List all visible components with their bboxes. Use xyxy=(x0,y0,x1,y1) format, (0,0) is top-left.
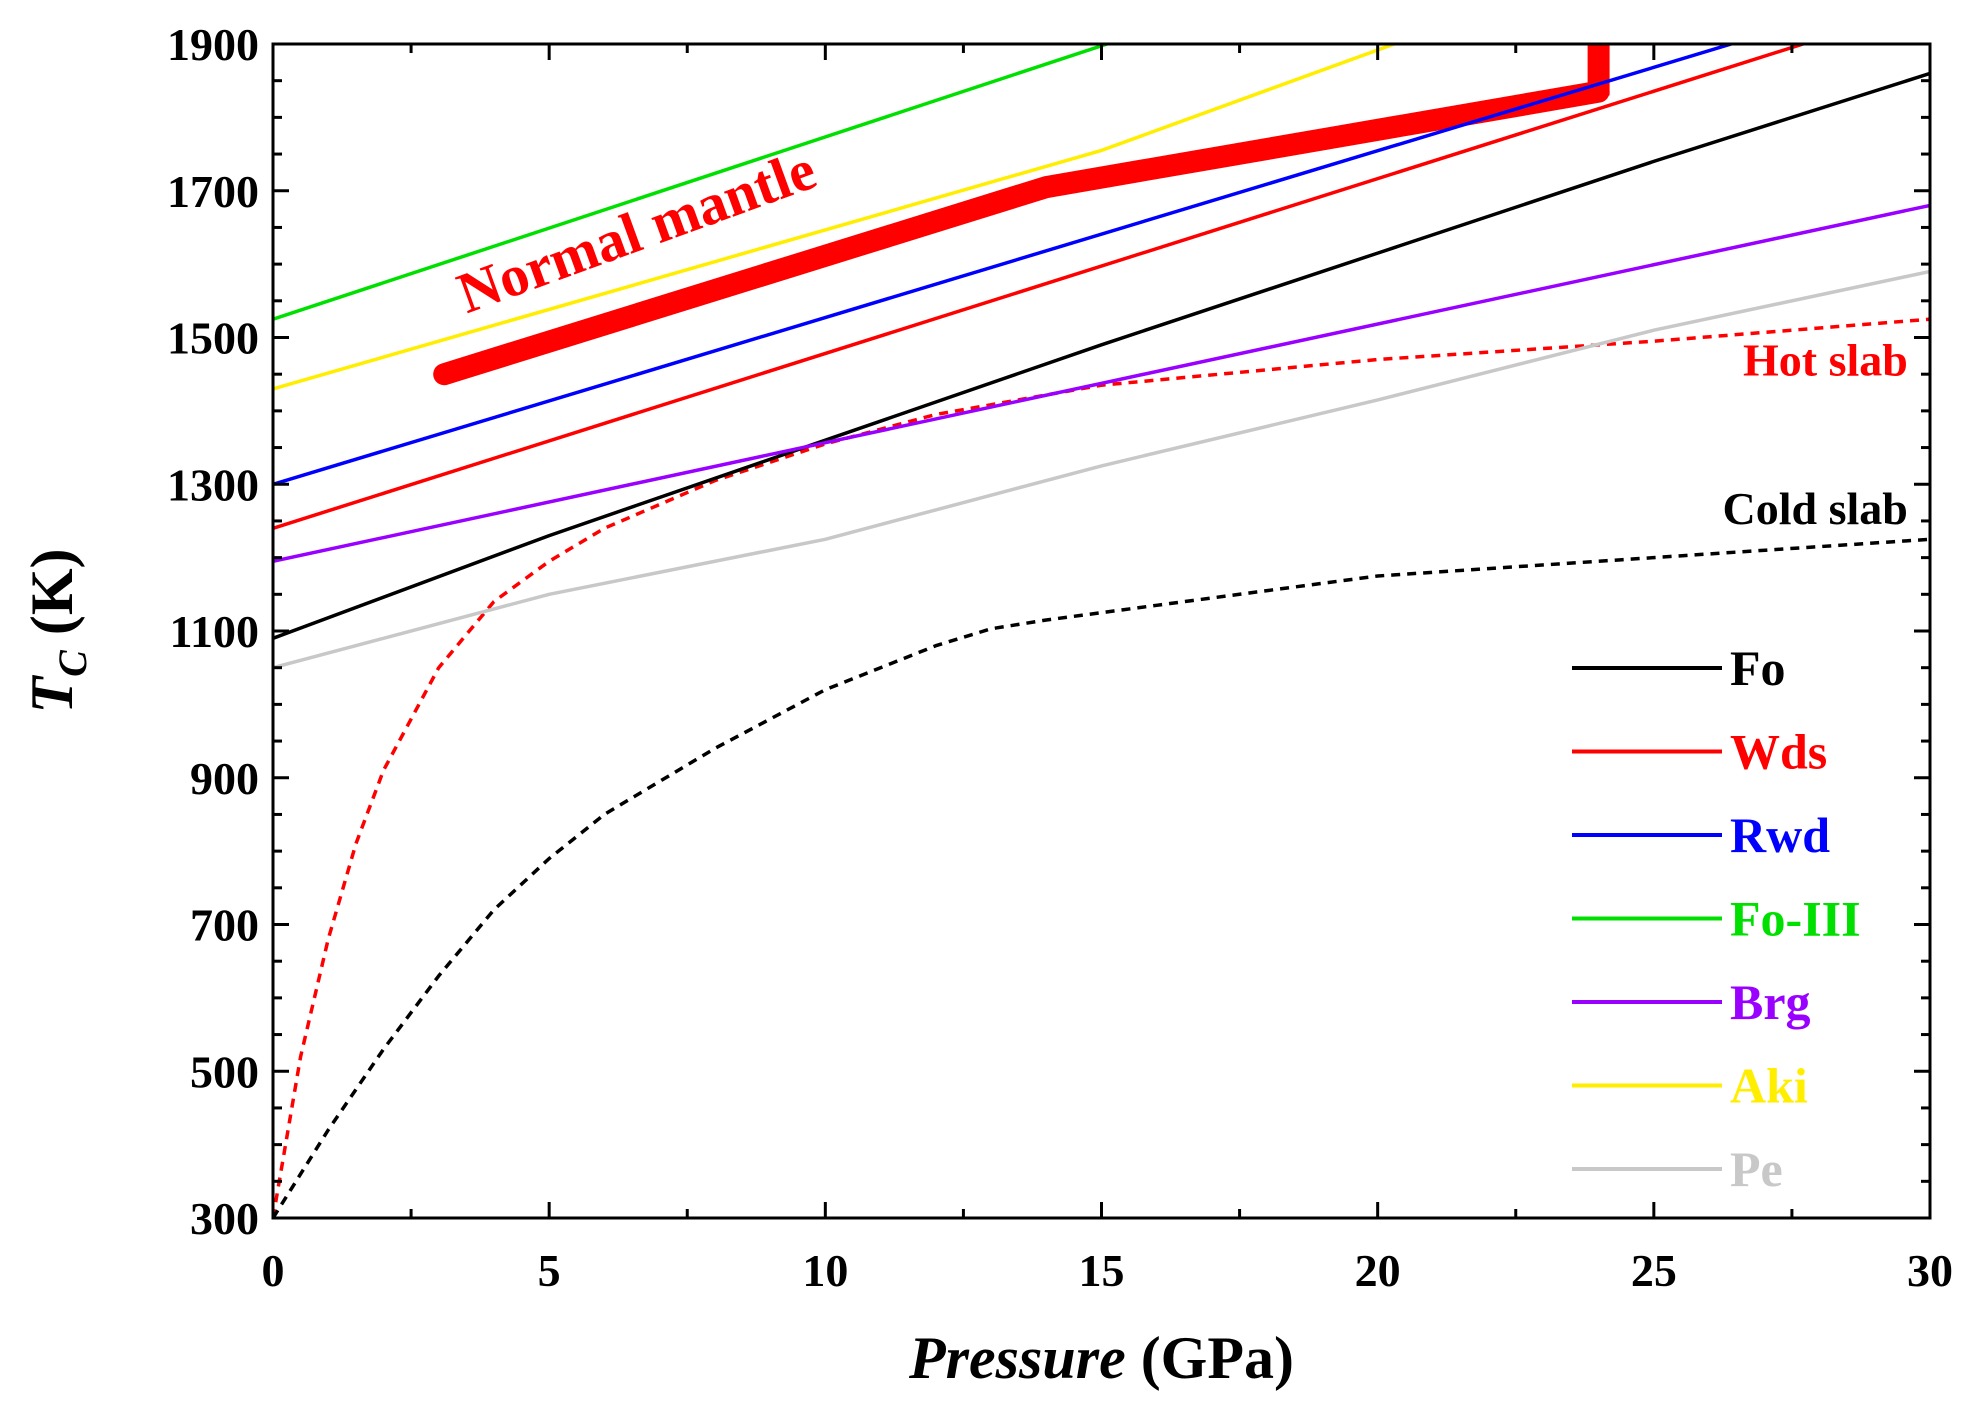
x-axis-title-italic: Pressure xyxy=(908,1325,1126,1391)
axis-titles: Pressure (GPa) TC (K) xyxy=(19,549,1294,1391)
y-tick-label: 1100 xyxy=(170,606,259,657)
legend-label-fo: Fo xyxy=(1730,640,1786,696)
legend: Fo Wds Rwd Fo-III Brg Aki Pe xyxy=(1572,640,1861,1197)
geotherm-normal-mantle xyxy=(433,80,1610,386)
annotations: Normal mantle Hot slab Cold slab xyxy=(449,136,1908,533)
legend-label-fo-iii: Fo-III xyxy=(1730,891,1861,947)
y-tick-label: 900 xyxy=(190,753,259,804)
series-pe xyxy=(273,269,1930,670)
legend-label-brg: Brg xyxy=(1730,974,1811,1030)
series-aki xyxy=(273,44,1395,391)
y-axis-title-symbol: T xyxy=(19,674,85,713)
x-tick-label: 20 xyxy=(1355,1245,1401,1296)
plot-frame xyxy=(271,42,1932,1220)
plot-lines xyxy=(273,44,1930,1218)
y-axis-title-unit: (K) xyxy=(19,549,85,651)
axes: 0 5 10 15 20 25 30 300 500 700 900 1100 1300 1500 1700… xyxy=(167,19,1953,1296)
legend-label-pe: Pe xyxy=(1730,1141,1783,1197)
y-tick-label: 1900 xyxy=(167,19,259,70)
series-wds xyxy=(273,44,1804,530)
x-tick-label: 15 xyxy=(1079,1245,1125,1296)
x-axis-title: Pressure (GPa) xyxy=(908,1325,1294,1391)
x-tick-label: 5 xyxy=(538,1245,561,1296)
x-axis-title-unit: (GPa) xyxy=(1126,1325,1294,1391)
legend-label-aki: Aki xyxy=(1730,1058,1808,1114)
y-axis-title: TC (K) xyxy=(19,549,95,714)
series-fo xyxy=(273,71,1930,640)
legend-label-wds: Wds xyxy=(1730,724,1827,780)
series-brg xyxy=(273,203,1930,564)
geotherm-cold-slab xyxy=(273,537,1930,1218)
y-tick-label: 300 xyxy=(190,1193,259,1244)
legend-label-rwd: Rwd xyxy=(1730,807,1830,863)
annotation-hot-slab: Hot slab xyxy=(1743,335,1908,386)
y-tick-label: 1300 xyxy=(167,459,259,510)
x-tick-label: 10 xyxy=(802,1245,848,1296)
annotation-normal-mantle: Normal mantle xyxy=(449,136,824,325)
y-tick-label: 500 xyxy=(190,1046,259,1097)
plot-area xyxy=(273,44,1930,1218)
x-tick-label: 30 xyxy=(1907,1245,1953,1296)
geotherm-hot-slab xyxy=(273,317,1930,1218)
series-rwd xyxy=(273,44,1732,486)
y-tick-label: 1500 xyxy=(167,313,259,364)
x-tick-label: 0 xyxy=(262,1245,285,1296)
y-tick-label: 700 xyxy=(190,900,259,951)
series-fo-iii xyxy=(273,44,1108,321)
x-tick-label: 25 xyxy=(1631,1245,1677,1296)
annotation-cold-slab: Cold slab xyxy=(1723,483,1908,534)
y-axis-title-subscript: C xyxy=(50,649,95,677)
y-tick-label: 1700 xyxy=(167,166,259,217)
